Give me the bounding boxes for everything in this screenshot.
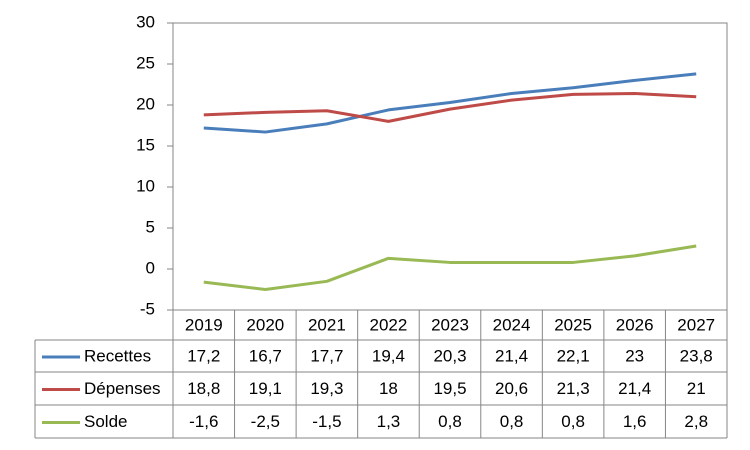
table-value: 21,4 (618, 379, 651, 398)
table-value: 0,8 (500, 412, 524, 431)
table-value: 22,1 (557, 346, 590, 365)
x-tick-label: 2024 (493, 315, 531, 334)
x-tick-label: 2027 (677, 315, 715, 334)
y-tick-label: -5 (140, 299, 155, 318)
table-value: 20,6 (495, 379, 528, 398)
table-value: 1,3 (377, 412, 401, 431)
y-tick-label: 20 (136, 94, 155, 113)
table-value: 19,4 (372, 346, 405, 365)
table-value: 17,7 (310, 346, 343, 365)
x-tick-label: 2019 (185, 315, 223, 334)
table-value: 23,8 (680, 346, 713, 365)
legend-label: Dépenses (84, 379, 161, 398)
table-value: 19,1 (249, 379, 282, 398)
table-value: 19,3 (310, 379, 343, 398)
table-value: 0,8 (438, 412, 462, 431)
series-line (203, 92, 697, 123)
x-tick-label: 2020 (246, 315, 284, 334)
series-line (203, 72, 697, 134)
x-tick-label: 2026 (616, 315, 654, 334)
table-value: 21,3 (557, 379, 590, 398)
table-value: 18 (379, 379, 398, 398)
y-tick-label: 30 (136, 12, 155, 31)
x-tick-label: 2023 (431, 315, 469, 334)
y-tick-label: 0 (146, 258, 155, 277)
table-value: -2,5 (251, 412, 280, 431)
table-value: 23 (625, 346, 644, 365)
legend-label: Solde (84, 412, 127, 431)
table-value: -1,5 (312, 412, 341, 431)
table-value: 17,2 (187, 346, 220, 365)
y-tick-label: 25 (136, 53, 155, 72)
x-tick-label: 2022 (370, 315, 408, 334)
y-tick-label: 5 (146, 217, 155, 236)
table-value: 2,8 (684, 412, 708, 431)
table-value: 1,6 (623, 412, 647, 431)
y-tick-label: 10 (136, 176, 155, 195)
table-value: 16,7 (249, 346, 282, 365)
table-value: 19,5 (433, 379, 466, 398)
table-value: 18,8 (187, 379, 220, 398)
x-tick-label: 2021 (308, 315, 346, 334)
x-tick-label: 2025 (554, 315, 592, 334)
table-value: -1,6 (189, 412, 218, 431)
table-value: 21,4 (495, 346, 528, 365)
table-value: 21 (687, 379, 706, 398)
series-line (203, 244, 697, 291)
plot-border (172, 22, 728, 311)
table-value: 0,8 (561, 412, 585, 431)
legend-label: Recettes (84, 346, 151, 365)
table-value: 20,3 (433, 346, 466, 365)
y-tick-label: 15 (136, 135, 155, 154)
